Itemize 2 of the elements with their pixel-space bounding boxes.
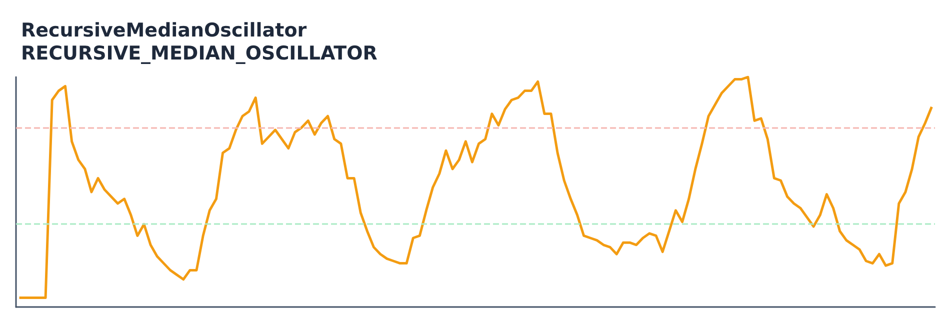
chart-subtitle: RECURSIVE_MEDIAN_OSCILLATOR [21, 42, 378, 64]
chart-title: RecursiveMedianOscillator [21, 20, 308, 42]
